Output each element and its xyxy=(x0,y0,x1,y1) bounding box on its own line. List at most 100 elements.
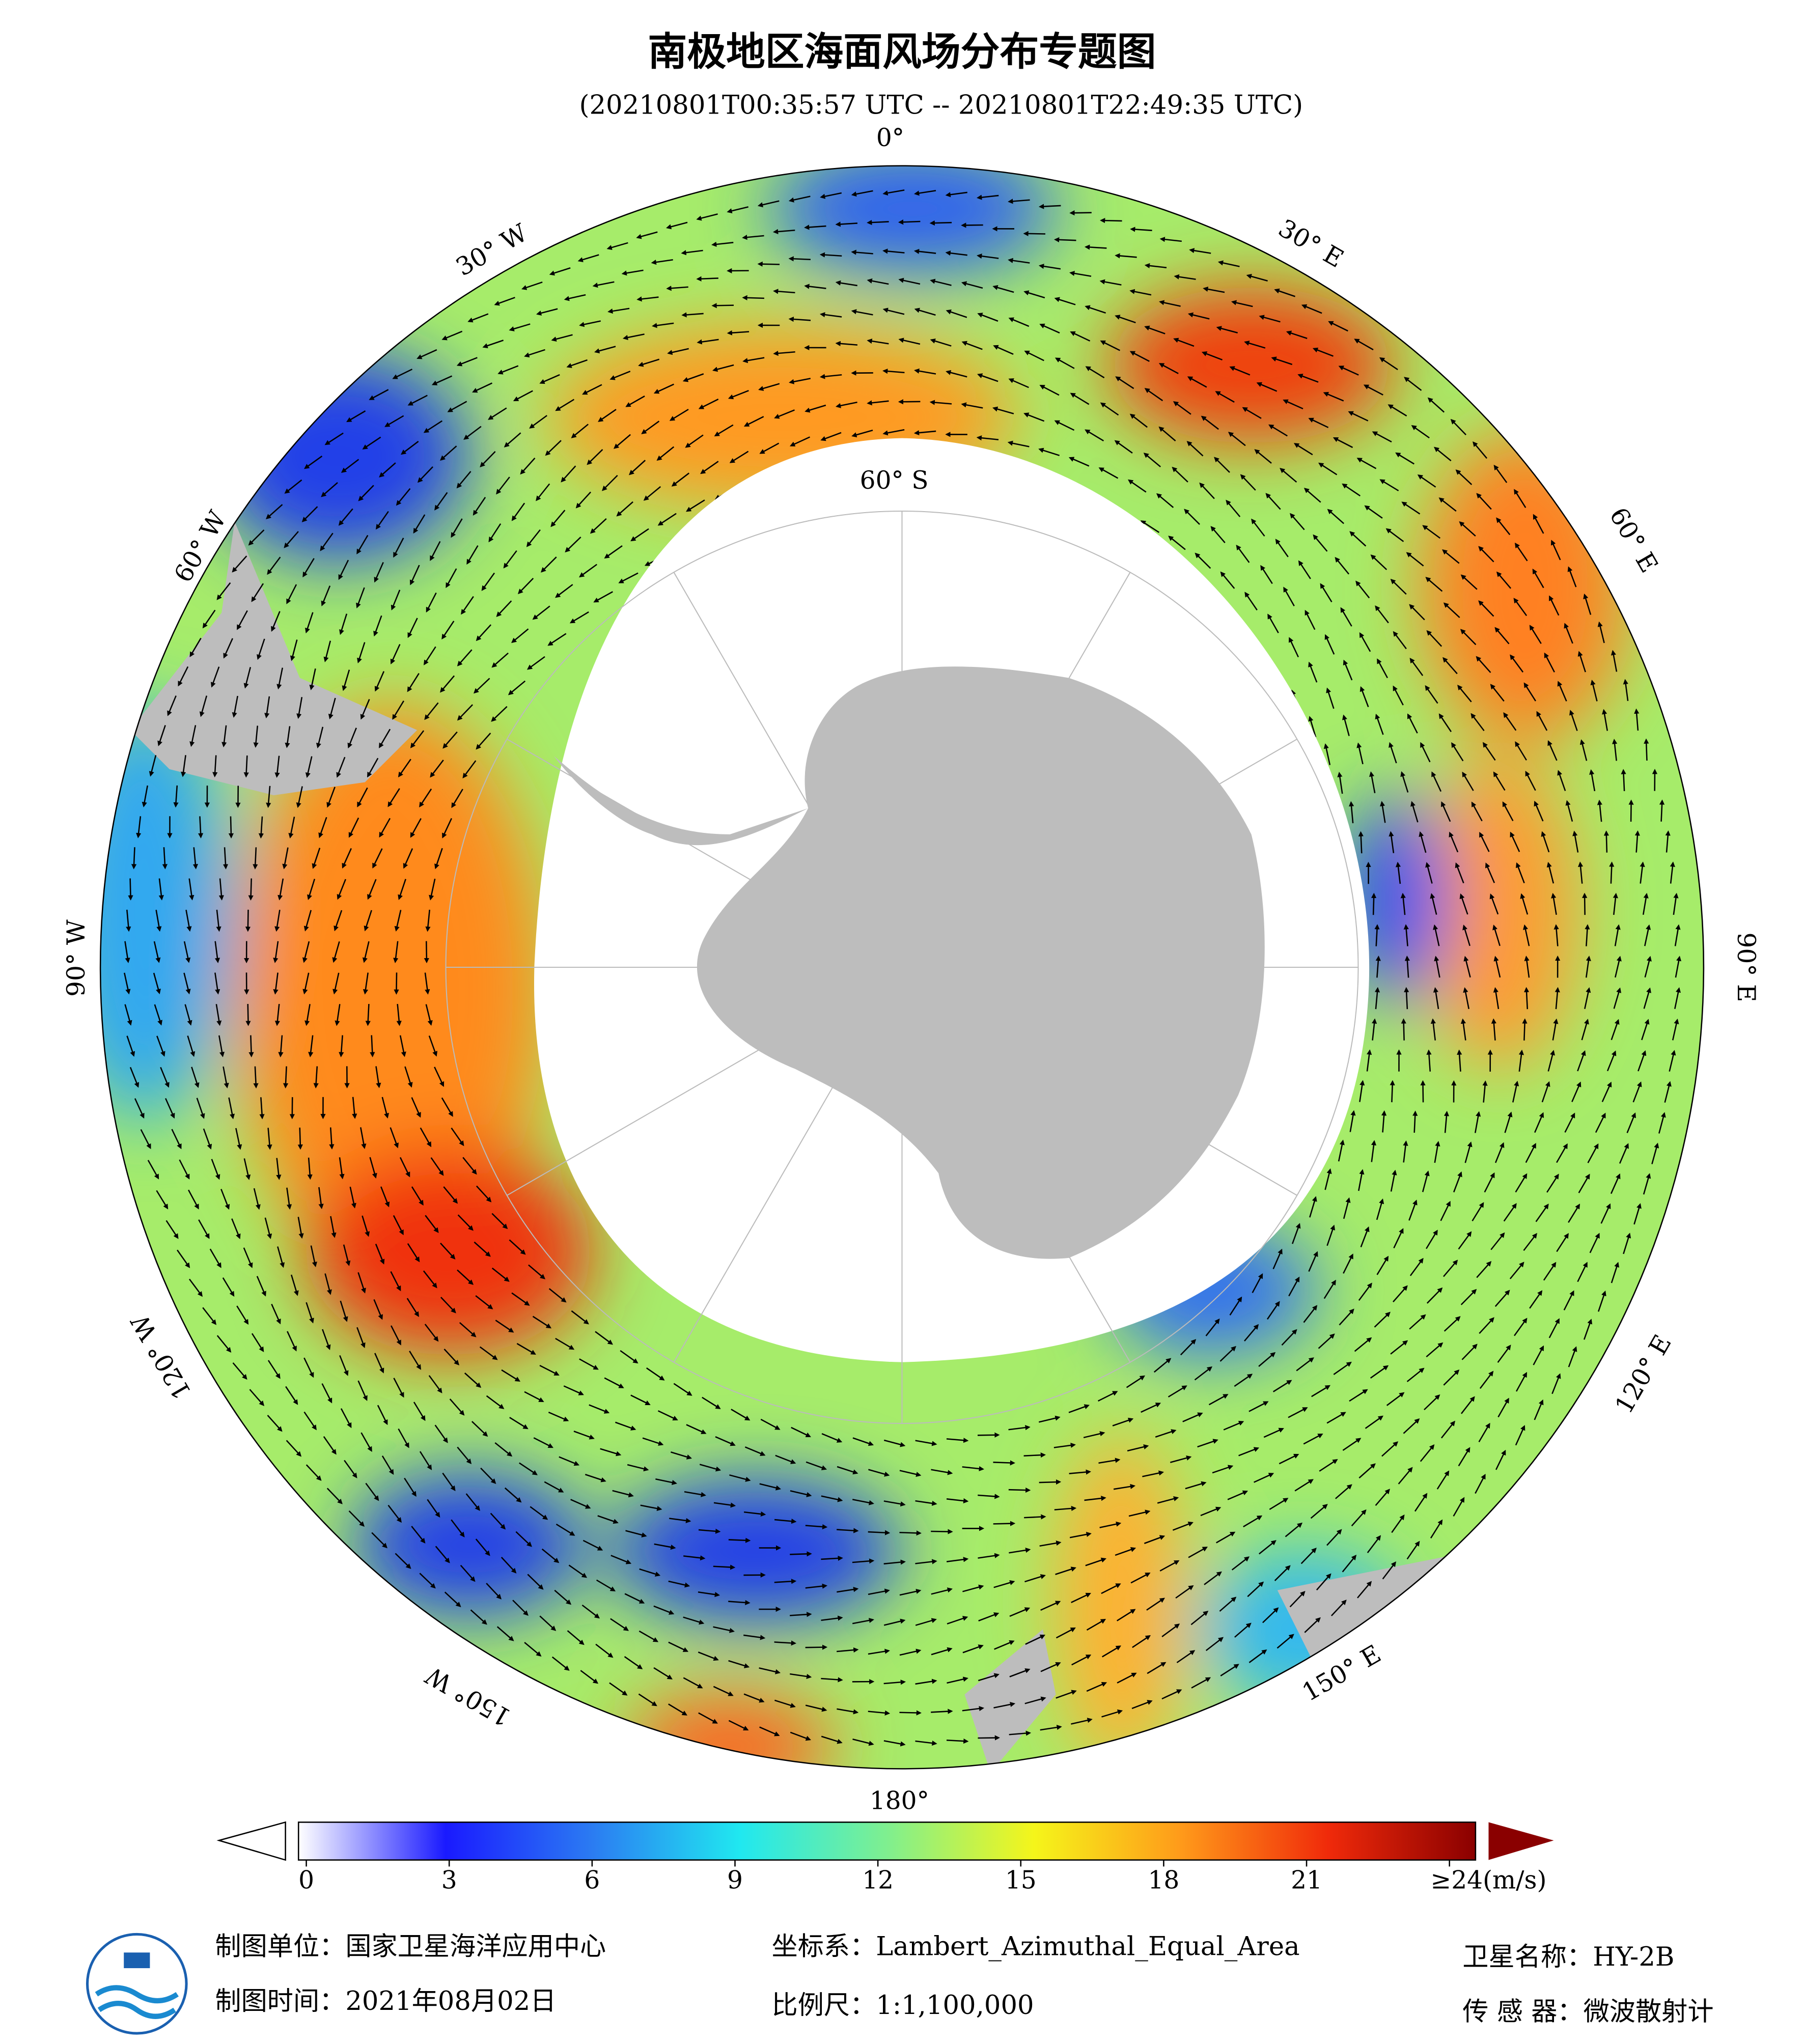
wind-arrow xyxy=(1380,801,1386,823)
wind-arrow xyxy=(1493,956,1501,978)
wind-arrow xyxy=(550,510,566,527)
wind-arrow xyxy=(342,848,352,869)
wind-arrow xyxy=(1406,552,1424,567)
wind-arrow xyxy=(977,373,998,382)
wind-arrow xyxy=(1386,1392,1405,1406)
wind-arrow xyxy=(655,1478,677,1486)
wind-arrow xyxy=(1129,351,1150,362)
wind-arrow xyxy=(728,390,749,400)
wind-arrow xyxy=(216,909,221,932)
wind-arrow xyxy=(715,1436,736,1446)
wind-arrow xyxy=(1144,1535,1165,1544)
wind-arrow xyxy=(1023,171,1046,176)
wind-arrow xyxy=(1696,1081,1701,1103)
wind-arrow xyxy=(1374,987,1380,1010)
wind-arrow xyxy=(264,696,270,719)
wind-arrow xyxy=(516,1342,536,1355)
wind-arrow xyxy=(1375,713,1384,735)
wind-arrow xyxy=(711,303,734,309)
wind-arrow xyxy=(276,1158,282,1180)
wind-arrow xyxy=(805,1524,828,1530)
wind-arrow xyxy=(1453,1171,1462,1193)
colorbar-tick-label: ≥24(m/s) xyxy=(1430,1866,1546,1895)
wind-arrow xyxy=(1175,1585,1194,1599)
wind-arrow xyxy=(1606,1050,1617,1072)
wind-arrow xyxy=(1471,801,1483,822)
wind-arrow xyxy=(867,339,889,345)
wind-arrow xyxy=(369,1157,377,1179)
wind-arrow xyxy=(449,1398,465,1416)
wind-arrow xyxy=(440,1242,456,1259)
wind-arrow xyxy=(548,1288,567,1303)
wind-arrow xyxy=(377,1405,388,1425)
wind-arrow xyxy=(1333,1361,1352,1375)
wind-arrow xyxy=(946,1498,969,1504)
wind-arrow xyxy=(443,1186,458,1204)
wind-arrow xyxy=(962,1644,984,1654)
wind-arrow xyxy=(1578,861,1584,884)
wind-arrow xyxy=(1459,893,1468,915)
wind-arrow xyxy=(1285,1522,1303,1537)
wind-arrow xyxy=(615,1421,636,1431)
wind-arrow xyxy=(1187,376,1207,388)
wind-arrow xyxy=(476,1185,492,1202)
wind-arrow xyxy=(441,1097,453,1117)
wind-arrow xyxy=(1343,659,1353,681)
wind-arrow xyxy=(1054,420,1075,431)
wind-arrow xyxy=(243,1158,251,1180)
wind-arrow xyxy=(434,1424,448,1443)
longitude-label: 0° xyxy=(876,124,904,152)
wind-arrow xyxy=(96,972,98,993)
wind-arrow xyxy=(296,697,303,719)
wind-arrow xyxy=(837,1647,859,1653)
wind-arrow xyxy=(488,407,507,420)
wind-arrow xyxy=(653,1605,675,1615)
wind-arrow xyxy=(1272,1380,1292,1392)
wind-arrow xyxy=(290,639,298,661)
wind-arrow xyxy=(930,278,952,286)
wind-arrow xyxy=(1172,1521,1194,1531)
wind-arrow xyxy=(1585,956,1591,978)
wind-arrow xyxy=(1083,1431,1105,1439)
wind-arrow xyxy=(1173,338,1195,347)
wind-arrow xyxy=(396,488,411,506)
wind-arrow xyxy=(819,312,842,318)
wind-arrow xyxy=(423,1270,437,1289)
wind-arrow xyxy=(100,1035,104,1057)
wind-arrow xyxy=(820,432,842,441)
wind-arrow xyxy=(410,818,422,838)
wind-arrow xyxy=(1158,363,1179,374)
wind-arrow xyxy=(883,1439,906,1447)
wind-arrow xyxy=(1141,1403,1161,1413)
wind-arrow xyxy=(424,1324,439,1342)
wind-arrow xyxy=(302,941,310,963)
wind-arrow xyxy=(630,528,649,542)
wind-arrow xyxy=(326,787,336,808)
wind-arrow xyxy=(773,289,795,294)
wind-arrow xyxy=(515,1531,532,1547)
wind-arrow xyxy=(1420,742,1431,763)
wind-arrow xyxy=(267,1128,272,1150)
wind-arrow xyxy=(1293,443,1313,456)
wind-arrow xyxy=(283,1066,289,1089)
map-date: 制图时间：2021年08月02日 xyxy=(215,1986,556,2017)
wind-arrow xyxy=(579,564,597,578)
wind-arrow xyxy=(1326,1412,1346,1424)
wind-arrow xyxy=(899,1588,922,1596)
wind-arrow xyxy=(360,699,370,720)
wind-arrow xyxy=(1587,1143,1599,1163)
wind-arrow xyxy=(1130,1572,1151,1584)
wind-arrow xyxy=(494,1442,513,1457)
wind-arrow xyxy=(1116,1737,1139,1743)
wind-arrow xyxy=(993,1764,1016,1769)
wind-arrow xyxy=(1268,424,1288,437)
wind-arrow xyxy=(1425,685,1438,704)
wind-arrow xyxy=(1512,1080,1519,1103)
wind-arrow xyxy=(1266,1301,1280,1320)
wind-arrow xyxy=(390,643,401,665)
wind-arrow xyxy=(1220,571,1235,589)
wind-arrow xyxy=(456,471,471,489)
wind-arrow xyxy=(1444,1316,1461,1332)
wind-arrow xyxy=(698,1528,721,1534)
wind-arrow xyxy=(495,1320,514,1333)
